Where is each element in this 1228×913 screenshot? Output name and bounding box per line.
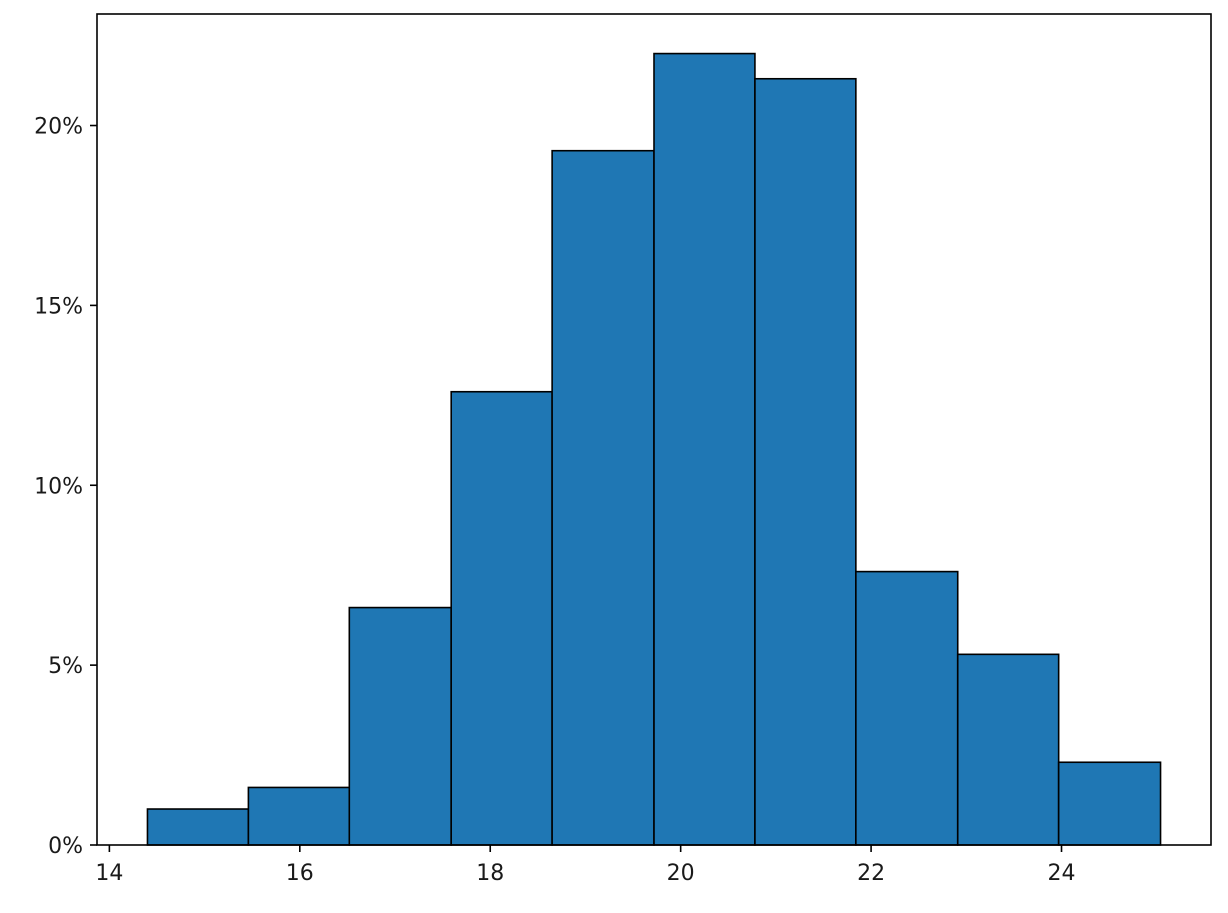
histogram-bar-4 (551, 149, 655, 846)
histogram-bar-0 (146, 808, 250, 846)
x-tick-label-2: 18 (476, 861, 504, 886)
x-tick-label-0: 14 (95, 861, 123, 886)
y-axis-ticks: 0% 5% 10% 15% 20% (34, 115, 97, 859)
plot-frame (96, 13, 1212, 846)
histogram-bar-8 (956, 653, 1060, 846)
y-tick-label-1: 5% (48, 654, 83, 679)
histogram-bars (146, 52, 1162, 846)
histogram-bar-6 (754, 77, 857, 846)
histogram-bar-3 (450, 390, 553, 846)
x-tick-label-3: 20 (667, 861, 695, 886)
y-tick-label-2: 10% (34, 474, 83, 499)
y-tick-label-3: 15% (34, 294, 83, 319)
x-tick-label-1: 16 (286, 861, 314, 886)
x-tick-label-4: 22 (857, 861, 885, 886)
histogram-bar-2 (348, 606, 452, 846)
histogram-bar-1 (247, 786, 351, 846)
histogram-bar-7 (855, 570, 959, 846)
histogram-bar-5 (653, 52, 756, 846)
y-tick-label-0: 0% (48, 834, 83, 859)
y-tick-label-4: 20% (34, 115, 83, 140)
x-tick-label-5: 24 (1048, 861, 1076, 886)
histogram-bar-9 (1057, 761, 1162, 846)
x-axis-ticks: 14 16 18 20 22 24 (95, 845, 1076, 886)
